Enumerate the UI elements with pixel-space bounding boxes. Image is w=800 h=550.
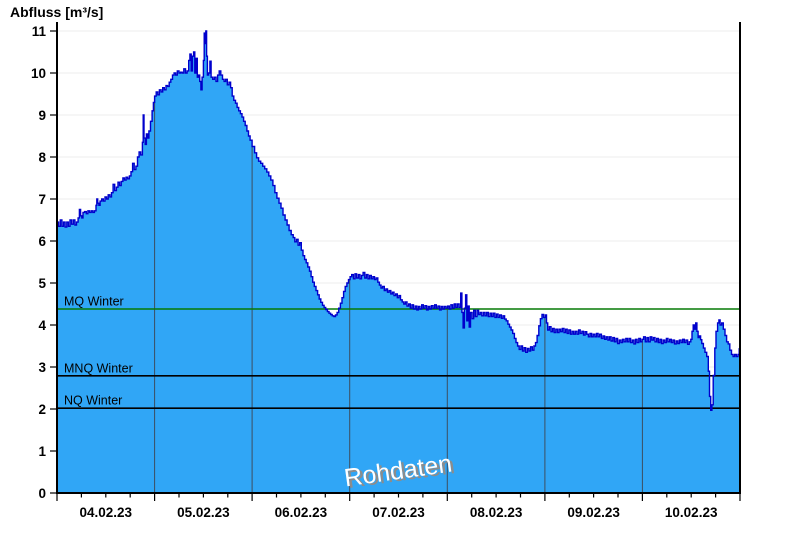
svg-text:7: 7 — [38, 192, 46, 207]
svg-text:3: 3 — [38, 360, 46, 375]
chart-title: Abfluss [m³/s] — [10, 4, 104, 20]
svg-text:05.02.23: 05.02.23 — [177, 505, 230, 520]
svg-text:8: 8 — [38, 150, 46, 165]
reference-line-label-2: NQ Winter — [64, 394, 122, 408]
svg-text:1: 1 — [38, 444, 46, 459]
discharge-area-fill — [57, 31, 740, 493]
svg-text:6: 6 — [38, 234, 46, 249]
svg-text:10.02.23: 10.02.23 — [665, 505, 718, 520]
svg-text:9: 9 — [38, 108, 46, 123]
svg-text:04.02.23: 04.02.23 — [80, 505, 133, 520]
svg-text:08.02.23: 08.02.23 — [470, 505, 523, 520]
svg-text:0: 0 — [38, 486, 46, 501]
svg-text:2: 2 — [38, 402, 46, 417]
reference-line-label-1: MNQ Winter — [64, 361, 133, 375]
discharge-line — [57, 30, 740, 411]
svg-text:4: 4 — [38, 318, 46, 333]
x-axis-ticks — [56, 493, 741, 501]
y-axis-labels: 0 1 2 3 4 5 6 7 8 9 10 11 — [31, 24, 47, 501]
svg-text:06.02.23: 06.02.23 — [275, 505, 328, 520]
svg-text:10: 10 — [31, 66, 46, 81]
y-axis-ticks — [50, 30, 57, 494]
svg-text:07.02.23: 07.02.23 — [372, 505, 425, 520]
reference-line-label-0: MQ Winter — [64, 295, 124, 309]
x-axis-labels: 04.02.23 05.02.23 06.02.23 07.02.23 08.02.23… — [80, 505, 718, 520]
svg-text:11: 11 — [32, 24, 47, 39]
svg-text:09.02.23: 09.02.23 — [567, 505, 620, 520]
svg-text:5: 5 — [38, 276, 46, 291]
